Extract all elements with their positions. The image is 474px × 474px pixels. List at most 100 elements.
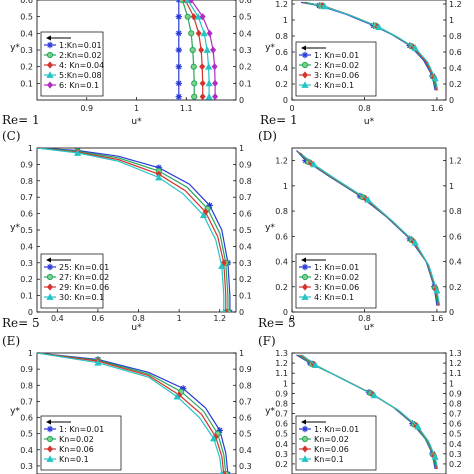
- y-tick-label-right: 0.3: [239, 462, 252, 471]
- flow-arrow-head: [301, 419, 306, 425]
- panel-d: 0 0.2 0.4 0.6 0.8 1 1.2 0 0.2 0.4 0.6 0.8 1 1.2 0 0.8 1.…: [258, 129, 462, 333]
- legend-marker: [301, 263, 309, 271]
- y-tick-label-right: 0.9: [449, 389, 462, 398]
- legend-marker: [301, 293, 309, 300]
- series-group: [296, 354, 439, 470]
- y-tick-label-right: 1: [239, 349, 244, 358]
- y-tick-label-right: 0.8: [449, 399, 462, 408]
- series-group: [37, 353, 232, 474]
- y-tick-label-right: 0.3: [239, 259, 252, 268]
- legend-marker: [47, 283, 53, 291]
- legend-marker: [301, 273, 309, 281]
- data-point-4: [411, 238, 419, 246]
- legend-marker: [302, 71, 308, 79]
- y-tick-label-right: 1: [449, 379, 454, 388]
- y-tick-label: 0.7: [20, 397, 33, 406]
- data-point-2: [190, 63, 197, 70]
- data-point-1: [175, 80, 182, 87]
- y-axis-label: y*: [10, 223, 20, 233]
- y-tick-label-right: 1: [239, 144, 244, 153]
- legend-entry: 2: Kn=0.02: [314, 273, 359, 282]
- data-point-4: [370, 391, 379, 399]
- data-point-1: [175, 63, 182, 70]
- series-line-3: [37, 353, 225, 474]
- data-point-4: [205, 62, 213, 70]
- legend-entry: 3: Kn=0.06: [314, 283, 359, 292]
- data-point-5: [199, 13, 206, 21]
- y-tick-label-right: 1.1: [449, 369, 462, 378]
- legend-entry: Kn=0.1: [59, 455, 89, 464]
- y-axis-label: y*: [265, 223, 275, 233]
- x-axis-label: u*: [364, 117, 375, 127]
- y-tick-label: 0.2: [275, 80, 288, 89]
- y-tick-label-right: 0: [449, 308, 454, 317]
- legend-marker: [301, 425, 309, 433]
- x-tick-label: 0.8: [358, 314, 371, 323]
- y-tick-label-right: 0.6: [239, 210, 252, 219]
- x-tick-label: 0.9: [80, 104, 93, 113]
- y-tick-label-right: 1.3: [449, 349, 462, 358]
- y-tick-label: 1: [283, 16, 288, 25]
- y-tick-label-right: 0.5: [449, 430, 462, 439]
- y-tick-label: 0.4: [20, 242, 33, 251]
- series-line-1: [37, 148, 231, 312]
- y-tick-label: 1.2: [275, 0, 288, 9]
- legend-entry: 2: Kn=0.02: [314, 61, 359, 70]
- data-point-1: [175, 30, 182, 37]
- data-point-3: [195, 29, 202, 37]
- data-point-2: [184, 13, 191, 20]
- data-point-3: [199, 79, 206, 87]
- legend-marker: [46, 71, 54, 78]
- flow-arrow-head: [301, 257, 306, 263]
- y-tick-label-right: 0.6: [449, 48, 462, 57]
- data-point-4: [431, 74, 439, 82]
- y-tick-label: 0.1: [20, 292, 33, 301]
- y-tick-label: 1.3: [275, 349, 288, 358]
- y-tick-label-right: 0.6: [239, 0, 252, 5]
- data-point-5: [211, 63, 218, 71]
- legend-entry: 1: Kn=0.01: [59, 425, 104, 434]
- panel-b: 0 0.2 0.4 0.6 0.8 1 1.2 0 0.2 0.4 0.6 0.8 1 1.2 0 0.8 1.…: [260, 0, 462, 127]
- y-tick-label: 0.5: [20, 430, 33, 439]
- y-tick-label: 0.6: [275, 232, 288, 241]
- y-tick-label-right: 0.4: [239, 29, 252, 38]
- legend-marker: [46, 293, 54, 300]
- y-tick-label-right: 0.6: [449, 420, 462, 429]
- flow-arrow-head: [46, 35, 51, 41]
- legend-entry: Kn=0.06: [314, 445, 349, 454]
- panel-c: 0 0.1 0.2 0.3 0.4 0.5 0.6 0.7 0.8 0.9 1 0 0.1 0.2 0.3 0…: [2, 129, 252, 333]
- data-point-4: [431, 453, 439, 460]
- y-tick-label: 0.4: [275, 64, 288, 73]
- legend-marker: [47, 61, 53, 69]
- data-point-4: [311, 361, 320, 368]
- legend-box: [295, 41, 377, 97]
- plot-area: [36, 352, 237, 474]
- legend-entry: 1: Kn=0.01: [314, 51, 359, 60]
- reynolds-label: Re= 1: [260, 113, 298, 127]
- data-point-3: [199, 93, 206, 100]
- data-point-4: [433, 286, 441, 294]
- series-group: [37, 148, 234, 312]
- legend-entry: 3: Kn=0.06: [314, 71, 359, 80]
- data-point-4: [74, 149, 82, 156]
- data-point-4: [210, 434, 218, 442]
- y-tick-label: 0.3: [20, 259, 33, 268]
- x-tick-label: 0.8: [358, 104, 371, 113]
- y-tick-label: 0.3: [20, 46, 33, 55]
- series-line-4: [37, 148, 225, 312]
- legend-marker: [46, 425, 54, 433]
- y-tick-label: 0.4: [275, 258, 288, 267]
- y-tick-label: 0.6: [20, 414, 33, 423]
- legend-marker: [301, 61, 309, 69]
- y-tick-label-right: 0.3: [239, 46, 252, 55]
- y-tick-label-right: 0.2: [449, 283, 462, 292]
- data-point-4: [173, 392, 181, 400]
- data-point-1: [175, 93, 182, 100]
- y-tick-label-right: 0.6: [449, 232, 462, 241]
- y-tick-label-right: 0.5: [239, 13, 252, 22]
- y-tick-label: 0.3: [275, 450, 288, 459]
- y-tick-label: 0.1: [20, 79, 33, 88]
- y-tick-label: 0.9: [20, 365, 33, 374]
- y-tick-label: 0.4: [20, 29, 33, 38]
